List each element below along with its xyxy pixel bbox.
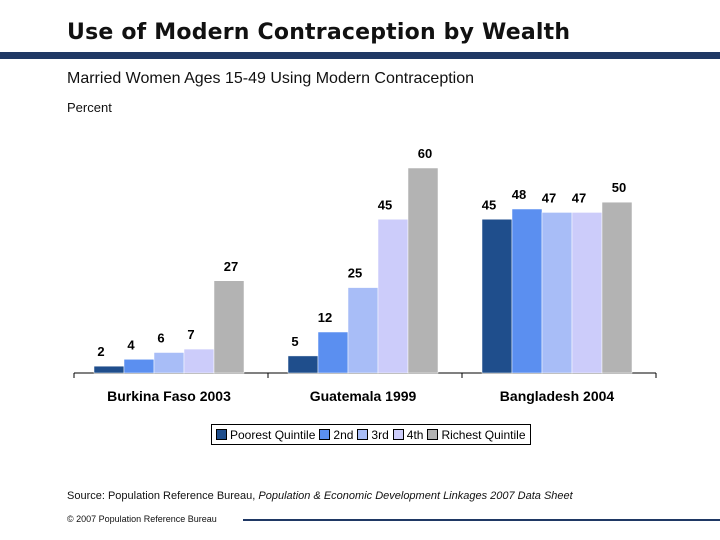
- data-label: 47: [572, 190, 586, 205]
- bar: [317, 331, 349, 374]
- bar-chart: 2 4 6 7 27 Burkina Faso 2003 5 12 25 45 60 Guatemal…: [73, 146, 657, 404]
- legend-label: 4th: [406, 427, 424, 442]
- bar: [571, 212, 603, 374]
- bar: [541, 212, 573, 374]
- copyright: © 2007 Population Reference Bureau: [67, 514, 217, 524]
- data-label: 45: [482, 197, 496, 212]
- chart-subtitle: Married Women Ages 15-49 Using Modern Co…: [67, 70, 475, 87]
- data-label: 4: [127, 337, 135, 352]
- data-label: 27: [224, 259, 238, 274]
- bar: [183, 348, 215, 374]
- bar: [481, 219, 513, 374]
- legend-swatch: [216, 429, 227, 440]
- legend-swatch: [392, 429, 404, 440]
- bar: [153, 352, 185, 374]
- legend-swatch: [319, 429, 331, 440]
- legend-swatch: [357, 429, 369, 440]
- data-label: 7: [187, 327, 194, 342]
- category-label: Bangladesh 2004: [500, 388, 615, 404]
- data-label: 25: [348, 266, 362, 281]
- page-title: Use of Modern Contraception by Wealth: [67, 20, 571, 45]
- bar: [511, 208, 543, 374]
- legend-item: Poorest Quintile: [216, 428, 315, 442]
- bar: [287, 355, 319, 374]
- bar: [347, 287, 379, 374]
- legend-label: 3rd: [371, 427, 389, 442]
- legend-label: Richest Quintile: [441, 427, 526, 442]
- data-label: 60: [418, 146, 432, 161]
- bar: [601, 201, 633, 374]
- chart-legend: Poorest Quintile 2nd 3rd 4th Richest Quintil…: [211, 424, 531, 445]
- legend-item: 3rd: [357, 427, 389, 442]
- data-label: 45: [378, 197, 392, 212]
- bar: [123, 359, 155, 374]
- category-label: Guatemala 1999: [310, 388, 417, 404]
- source-title: Population & Economic Development Linkag…: [258, 490, 573, 502]
- data-label: 6: [157, 331, 164, 346]
- data-label: 5: [291, 334, 298, 349]
- category-label: Burkina Faso 2003: [107, 388, 231, 404]
- title-divider: [0, 52, 720, 59]
- source-note: Source: Population Reference Bureau, Pop…: [67, 490, 573, 502]
- legend-swatch: [427, 429, 439, 440]
- bar: [407, 167, 439, 374]
- footer-divider: [243, 519, 720, 521]
- data-label: 2: [97, 344, 104, 359]
- legend-item: Richest Quintile: [427, 427, 526, 442]
- data-label: 47: [542, 190, 556, 205]
- unit-label: Percent: [67, 100, 112, 115]
- bar: [377, 219, 409, 374]
- legend-label: 2nd: [333, 427, 354, 442]
- legend-item: 2nd: [319, 428, 353, 442]
- source-prefix: Source: Population Reference Bureau,: [67, 490, 259, 502]
- data-label: 48: [512, 187, 526, 202]
- data-label: 12: [318, 310, 332, 325]
- bar: [93, 365, 125, 374]
- legend-label: Poorest Quintile: [230, 427, 316, 442]
- bar: [213, 280, 245, 374]
- data-label: 50: [612, 180, 626, 195]
- legend-item: 4th: [392, 427, 424, 442]
